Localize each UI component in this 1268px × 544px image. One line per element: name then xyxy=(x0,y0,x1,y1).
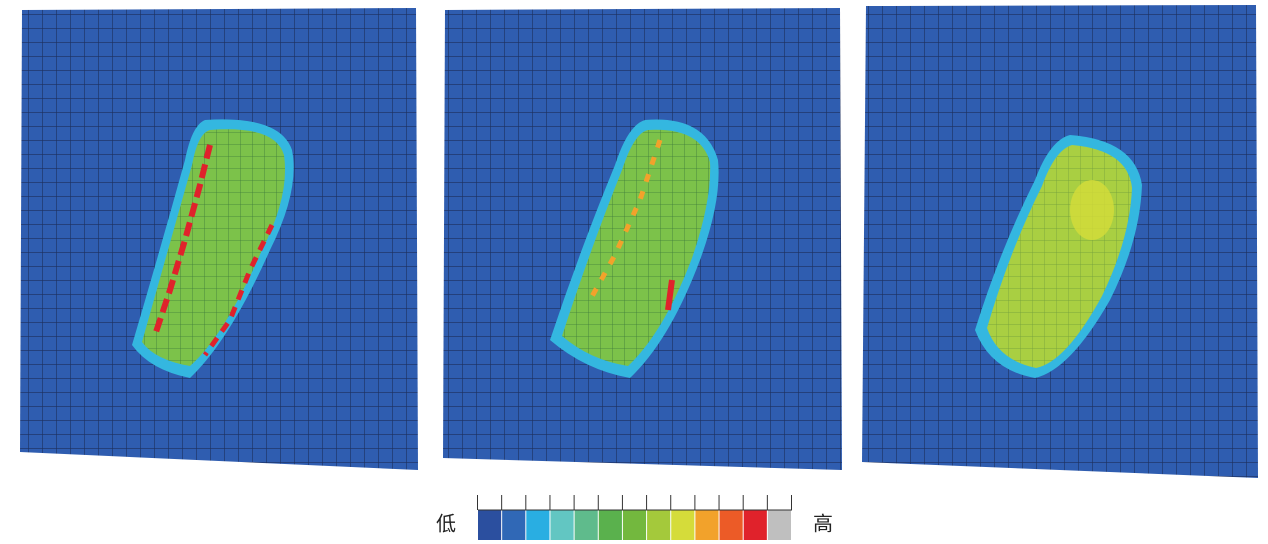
legend-swatch xyxy=(502,510,526,540)
legend-swatch xyxy=(671,510,695,540)
legend-swatch xyxy=(550,510,574,540)
legend-swatch xyxy=(743,510,767,540)
panel-2 xyxy=(443,8,842,470)
legend-swatch xyxy=(647,510,671,540)
legend-swatch xyxy=(622,510,647,540)
legend-swatch xyxy=(598,510,622,540)
legend-low-label: 低 xyxy=(436,512,456,536)
panel-1 xyxy=(20,8,418,470)
legend-swatch xyxy=(719,510,743,540)
legend-swatch xyxy=(478,510,502,540)
legend-high-label: 高 xyxy=(813,512,833,536)
legend-swatch xyxy=(695,510,719,540)
panel-3 xyxy=(862,5,1258,478)
color-legend: 低 高 xyxy=(436,495,833,540)
legend-swatch xyxy=(526,510,550,540)
legend-swatch xyxy=(767,510,791,540)
legend-swatch xyxy=(574,510,598,540)
